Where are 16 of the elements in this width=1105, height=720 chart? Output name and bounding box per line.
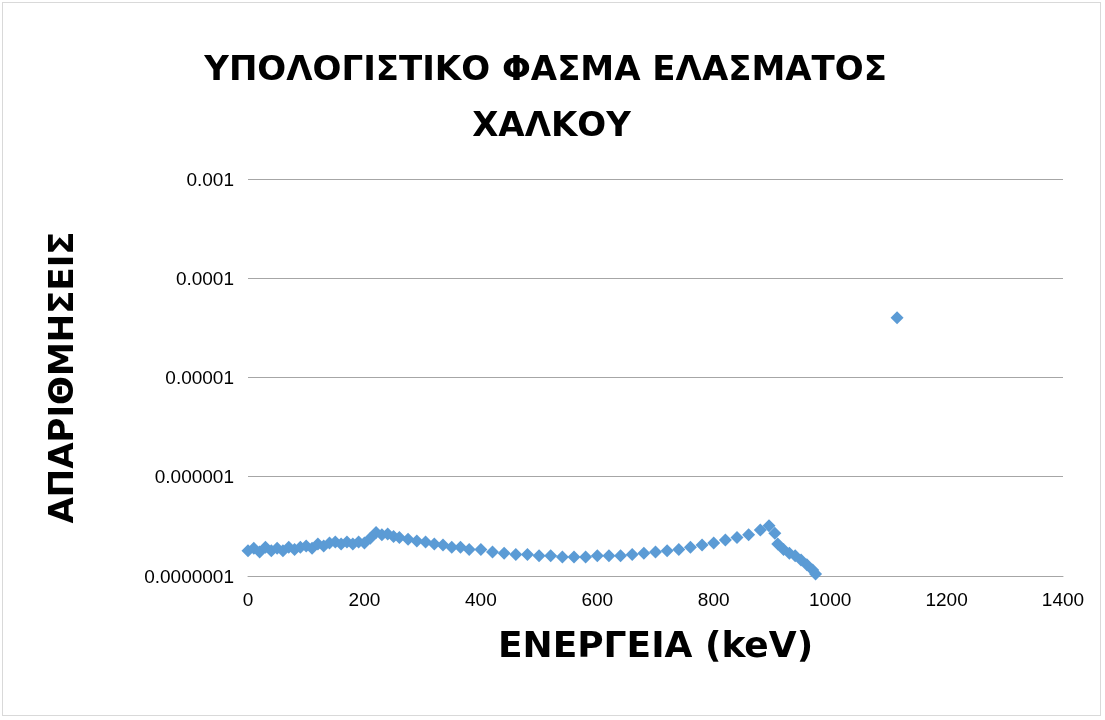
y-tick-label: 0.000001 bbox=[154, 466, 234, 488]
x-axis-title: ΕΝΕΡΓΕΙΑ (keV) bbox=[497, 623, 814, 665]
y-tick-label: 0.0001 bbox=[175, 267, 234, 289]
x-tick-label: 800 bbox=[697, 589, 730, 610]
y-tick-label: 0.001 bbox=[186, 168, 234, 190]
chart-title: ΥΠΟΛΟΓΙΣΤΙΚΟ ΦΑΣΜΑ ΕΛΑΣΜΑΤΟΣ ΧΑΛΚΟΥ bbox=[203, 48, 899, 144]
x-tick-label: 600 bbox=[581, 589, 614, 610]
x-tick-label: 200 bbox=[348, 589, 381, 610]
x-tick-label: 1000 bbox=[809, 589, 852, 610]
x-tick-label: 1200 bbox=[925, 589, 968, 610]
y-tick-label: 0.00001 bbox=[165, 367, 234, 388]
x-tick-label: 400 bbox=[465, 589, 497, 610]
x-tick-label: 0 bbox=[242, 589, 254, 610]
y-axis-title: ΑΠΑΡΙΘΜΗΣΕΙΣ bbox=[41, 231, 81, 524]
y-tick-label: 0.0000001 bbox=[144, 565, 234, 587]
x-tick-label: 1400 bbox=[1041, 589, 1085, 610]
